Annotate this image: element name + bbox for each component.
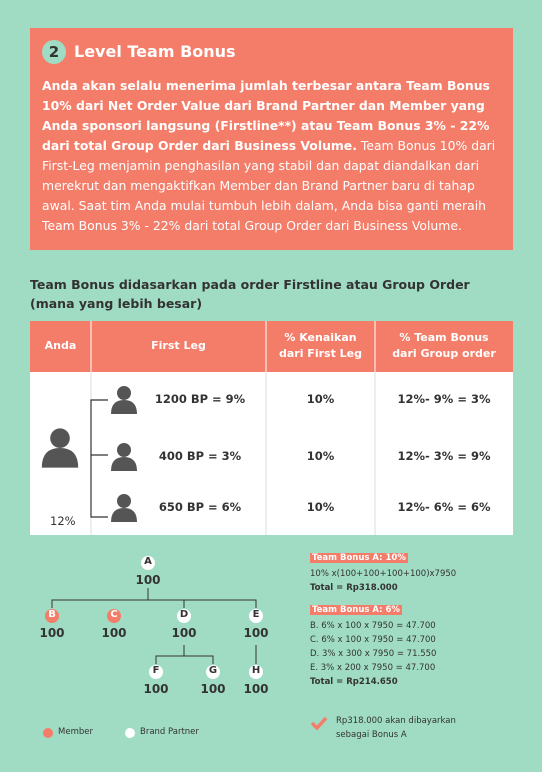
note: sebagai Bonus A [336, 730, 407, 740]
person-icon [111, 400, 137, 414]
member-dot [43, 728, 53, 738]
person-icon [41, 448, 79, 468]
increase: 10% [306, 392, 335, 406]
table-caption: Team Bonus didasarkan pada order Firstli… [30, 277, 470, 292]
increase: 10% [306, 449, 335, 463]
node-label: H [251, 665, 261, 676]
calc-line: 10% x(100+100+100+100)x7950 [310, 569, 457, 579]
node-label: E [252, 609, 260, 620]
node-label: F [152, 665, 160, 676]
calc-total: Total = Rp318.000 [310, 583, 398, 593]
legend-partner: Brand Partner [140, 727, 199, 737]
section-text: Anda akan selalu menerima jumlah terbesa… [42, 76, 504, 236]
person-icon [117, 494, 131, 508]
node-value: 100 [135, 573, 161, 587]
node-value: 100 [200, 682, 226, 696]
note: Rp318.000 akan dibayarkan [336, 716, 456, 726]
calc-line: C. 6% x 100 x 7950 = 47.700 [310, 635, 436, 645]
anda-percent: 12% [50, 514, 76, 528]
team-bonus: 12%- 3% = 9% [397, 449, 491, 463]
table-header-cell: % Team Bonus [399, 331, 489, 344]
node-circle [149, 665, 163, 679]
node-circle [45, 609, 59, 623]
node-value: 100 [39, 626, 65, 640]
node-label: A [144, 556, 152, 567]
check-icon [310, 716, 328, 731]
calc-heading: Team Bonus A: 10% [310, 553, 408, 563]
team-bonus: 12%- 6% = 6% [397, 500, 491, 514]
bold-text: Anda akan selalu menerima jumlah terbesa… [42, 78, 490, 153]
table-header-cell: dari First Leg [278, 347, 362, 360]
partner-dot [125, 728, 135, 738]
section-title: Level Team Bonus [74, 42, 236, 61]
table-header-cell: First Leg [151, 339, 206, 352]
node-circle [249, 609, 263, 623]
node-circle [249, 665, 263, 679]
table-body [30, 372, 513, 535]
calc-line: B. 6% x 100 x 7950 = 47.700 [310, 621, 436, 631]
node-label: G [208, 665, 218, 676]
table-header [30, 321, 513, 372]
calc-total: Total = Rp214.650 [310, 677, 398, 687]
node-circle [107, 609, 121, 623]
node-circle [177, 609, 191, 623]
first-leg-bp: 1200 BP = 9% [154, 392, 246, 406]
table-header-cell: Anda [44, 339, 77, 352]
node-label: C [110, 609, 118, 620]
section-number: 2 [42, 40, 66, 64]
person-icon [117, 386, 131, 400]
first-leg-bp: 650 BP = 6% [158, 500, 242, 514]
bonus-box [30, 28, 513, 250]
person-icon [117, 443, 131, 457]
person-icon [50, 428, 70, 449]
legend-member: Member [58, 727, 93, 737]
node-value: 100 [101, 626, 127, 640]
person-icon [111, 457, 137, 471]
node-circle [141, 556, 155, 570]
text: Team Bonus 10% dari First-Leg menjamin p… [42, 138, 496, 233]
calc-heading: Team Bonus A: 6% [310, 605, 402, 615]
node-label: D [179, 609, 189, 620]
calc-line: D. 3% x 300 x 7950 = 71.550 [310, 649, 437, 659]
calc-line: E. 3% x 200 x 7950 = 47.700 [310, 663, 436, 673]
node-value: 100 [243, 626, 269, 640]
table-header-cell: dari Group order [392, 347, 496, 360]
first-leg-bp: 400 BP = 3% [158, 449, 242, 463]
node-value: 100 [143, 682, 169, 696]
node-circle [206, 665, 220, 679]
node-label: B [48, 609, 56, 620]
node-value: 100 [243, 682, 269, 696]
table-caption: (mana yang lebih besar) [30, 296, 203, 311]
table-header-cell: % Kenaikan [284, 331, 357, 344]
node-value: 100 [171, 626, 197, 640]
increase: 10% [306, 500, 335, 514]
team-bonus: 12%- 9% = 3% [397, 392, 491, 406]
person-icon [111, 508, 137, 522]
